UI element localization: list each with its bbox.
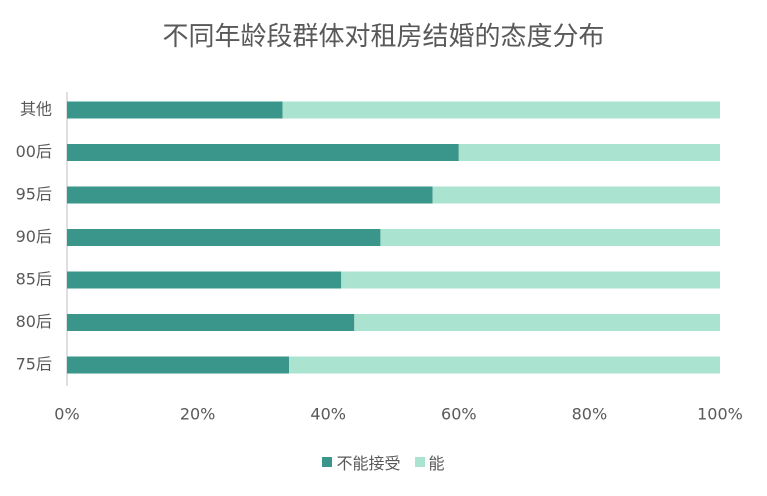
category-label: 95后	[16, 185, 52, 204]
category-label: 80后	[16, 312, 52, 331]
x-tick-label: 40%	[310, 405, 346, 424]
category-label: 75后	[16, 355, 52, 374]
legend-item: 不能接受	[322, 450, 401, 474]
bar-75后-series-1	[289, 356, 720, 374]
bar-95后-series-1	[432, 186, 720, 204]
legend-swatch	[414, 457, 425, 467]
category-labels: 其他 00后 95后 90后 85后 80后 75后	[16, 100, 52, 374]
bar-85后-series-0	[67, 271, 342, 289]
x-tick-label: 0%	[54, 405, 79, 424]
bar-00后-series-0	[67, 144, 459, 161]
bar-其他-series-0	[67, 101, 283, 119]
x-tick-label: 100%	[697, 405, 743, 424]
bar-75后-series-0	[67, 356, 290, 374]
category-label: 00后	[16, 142, 52, 161]
legend-item: 能	[414, 450, 445, 474]
x-tick-labels: 0% 20% 40% 60% 80% 100%	[54, 405, 743, 424]
bar-95后-series-0	[67, 186, 433, 204]
x-tick-label: 60%	[441, 405, 477, 424]
bar-其他-series-1	[282, 101, 720, 119]
bars-group	[67, 101, 720, 374]
bar-90后-series-1	[380, 229, 720, 246]
bar-90后-series-0	[67, 229, 381, 246]
bar-85后-series-1	[341, 271, 720, 289]
legend-swatch	[322, 457, 333, 467]
bar-80后-series-0	[67, 314, 355, 331]
bar-80后-series-1	[354, 314, 720, 331]
legend-label: 不能接受	[336, 454, 401, 473]
chart-title: 不同年龄段群体对租房结婚的态度分布	[162, 22, 605, 52]
x-tick-label: 20%	[180, 405, 216, 424]
category-label: 85后	[16, 270, 52, 289]
bar-00后-series-1	[458, 144, 720, 161]
category-label: 其他	[20, 100, 52, 119]
legend: 不能接受 能	[0, 450, 767, 474]
x-tick-label: 80%	[572, 405, 608, 424]
legend-label: 能	[428, 454, 445, 473]
category-label: 90后	[16, 227, 52, 246]
